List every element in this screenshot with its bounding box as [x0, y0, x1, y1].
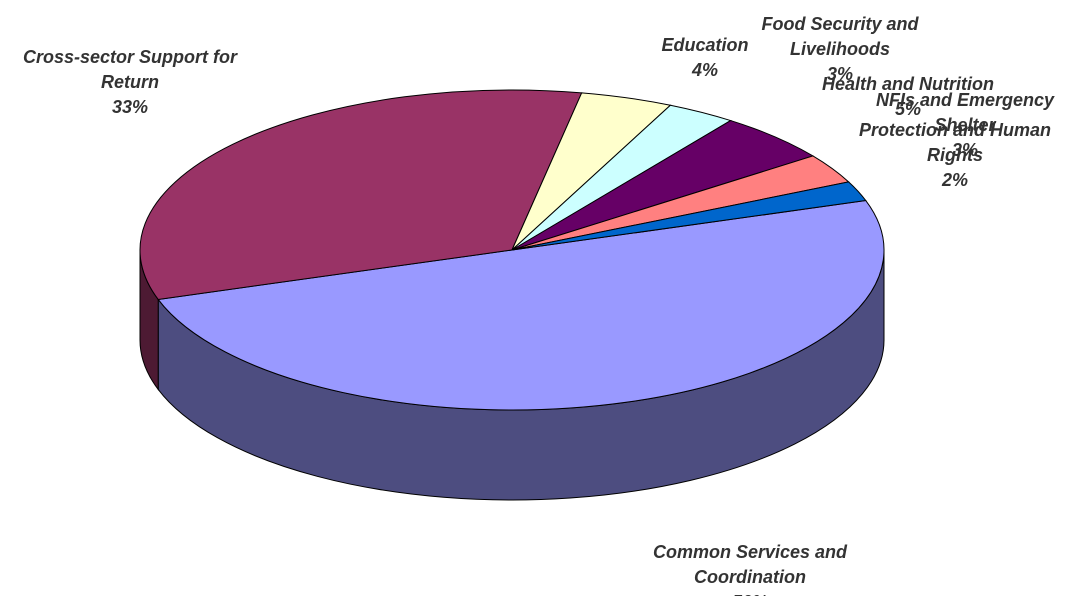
value-label: 3%	[951, 140, 978, 160]
category-name: NFIs and Emergency Shelter	[875, 90, 1055, 135]
value-label: 4%	[691, 60, 718, 80]
value-label: 33%	[111, 97, 149, 117]
slice	[511, 181, 867, 251]
category-name: Common Services and Coordination	[652, 542, 848, 587]
value-label: 3%	[826, 64, 853, 84]
value-label: 2%	[941, 170, 968, 190]
slice-label: Food Security and Livelihoods 3%	[740, 12, 940, 87]
slice-label: NFIs and Emergency Shelter 3%	[845, 88, 1085, 163]
slice-label: Education 4%	[640, 33, 770, 83]
slice-label: Protection and Human Rights 2%	[855, 118, 1055, 193]
value-label: 50%	[630, 590, 870, 596]
category-name: Food Security and Livelihoods	[761, 14, 919, 59]
slice-label: Cross-sector Support for Return 33%	[20, 45, 240, 120]
slice	[157, 200, 885, 411]
category-name: Education	[661, 35, 749, 55]
category-name: Protection and Human Rights	[858, 120, 1051, 165]
slice-label: Health and Nutrition 5%	[788, 72, 1028, 122]
slice	[139, 89, 583, 300]
category-name: Health and Nutrition	[822, 74, 994, 94]
category-name: Cross-sector Support for Return	[22, 47, 238, 92]
slice-label: Common Services and Coordination 50%	[630, 540, 870, 596]
value-label: 5%	[894, 99, 921, 119]
